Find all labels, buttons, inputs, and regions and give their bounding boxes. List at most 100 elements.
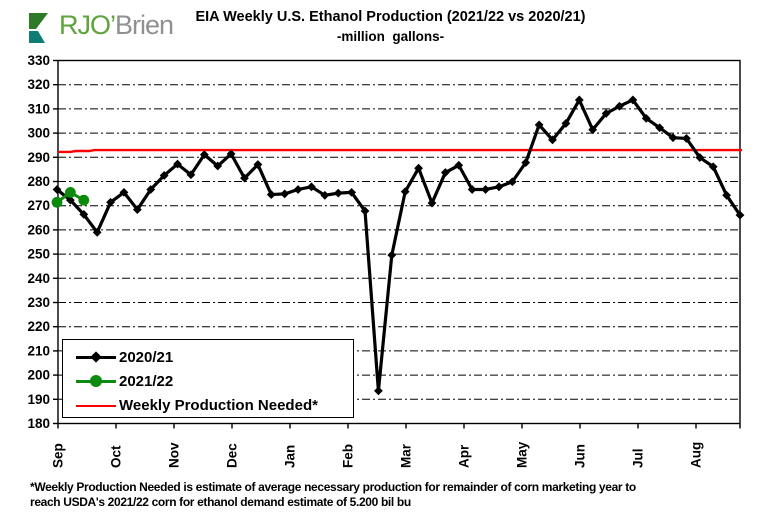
- x-axis-month-label: Apr: [457, 444, 472, 468]
- series-2020-21-point: [628, 95, 638, 105]
- y-axis-label: 200: [27, 368, 50, 383]
- y-axis-label: 250: [27, 247, 50, 262]
- x-axis-month-label: Sep: [51, 443, 66, 468]
- y-axis-label: 240: [27, 271, 50, 286]
- series-2020-21-point: [293, 185, 303, 194]
- y-axis-label: 300: [27, 126, 50, 141]
- series-2020-21-point: [173, 159, 182, 169]
- series-2020-21-point: [119, 187, 129, 197]
- chart-legend: 2020/21 2021/22 Weekly Production Needed…: [62, 339, 354, 418]
- y-axis-label: 280: [27, 174, 50, 189]
- x-axis-month-label: Oct: [109, 445, 124, 468]
- series-2020-21-point: [735, 210, 745, 220]
- series-2020-21-point: [186, 170, 196, 180]
- legend-marker-black-diamond-icon: [76, 350, 116, 364]
- series-2020-21-point: [641, 113, 651, 123]
- chart-title: EIA Weekly U.S. Ethanol Production (2021…: [195, 9, 586, 25]
- series-2020-21-point: [387, 250, 397, 260]
- series-2020-21-point: [682, 134, 691, 143]
- series-2020-21-point: [454, 160, 464, 170]
- series-2020-21-point: [588, 125, 598, 135]
- series-2020-21-point: [52, 185, 62, 194]
- y-axis-label: 180: [27, 416, 50, 431]
- y-axis-label: 330: [27, 53, 50, 68]
- series-2020-21-point: [601, 109, 611, 118]
- series-2020-21-point: [65, 195, 75, 205]
- series-2020-21-point: [467, 185, 477, 194]
- series-2020-21-point: [374, 386, 383, 396]
- y-axis-label: 190: [27, 392, 50, 407]
- series-2021-22-point: [51, 196, 63, 208]
- y-axis-label: 270: [27, 198, 50, 213]
- y-axis-label: 220: [27, 319, 50, 334]
- series-2020-21-line: [56, 98, 742, 393]
- series-2020-21-point: [615, 101, 624, 111]
- series-2020-21-point: [695, 153, 705, 162]
- series-2020-21-point: [213, 161, 223, 171]
- rjobrien-logo: RJO’Brien: [29, 10, 174, 44]
- y-axis-label: 320: [27, 77, 50, 92]
- series-2020-21-point: [440, 168, 450, 177]
- series-2020-21-point: [132, 205, 142, 214]
- y-axis-label: 260: [27, 222, 50, 237]
- x-axis-month-label: Feb: [341, 444, 356, 468]
- series-2020-21-point: [521, 158, 531, 168]
- series-2020-21-point: [668, 133, 678, 143]
- series-2020-21-point: [320, 190, 330, 200]
- series-2020-21-point: [481, 185, 490, 194]
- series-2020-21-point: [146, 185, 156, 194]
- legend-marker-green-circle-icon: [76, 374, 116, 388]
- series-2020-21-point: [548, 135, 557, 145]
- series-2020-21-point: [240, 173, 249, 183]
- x-axis-month-label: Aug: [689, 442, 704, 468]
- series-2020-21-point: [414, 163, 423, 173]
- series-2020-21-point: [360, 206, 370, 216]
- logo-text-brien: Brien: [115, 10, 174, 40]
- series-2020-21-point: [159, 171, 169, 180]
- x-axis-month-label: May: [515, 441, 530, 468]
- y-axis-label: 230: [27, 295, 50, 310]
- legend-row-2021-22: 2021/22: [76, 369, 353, 393]
- legend-row-needed: Weekly Production Needed*: [76, 393, 353, 417]
- series-2020-21-point: [494, 182, 504, 192]
- series-2020-21-point: [226, 149, 236, 159]
- legend-label-needed: Weekly Production Needed*: [119, 396, 318, 414]
- series-2020-21-point: [253, 160, 263, 169]
- x-axis-month-label: Jan: [283, 445, 298, 468]
- y-axis-label: 310: [27, 101, 50, 116]
- series-2020-21-point: [561, 119, 571, 128]
- series-2020-21-point: [106, 197, 115, 207]
- series-2020-21-point: [79, 210, 89, 219]
- rjobrien-logo-icon: [29, 13, 48, 43]
- legend-label-2020-21: 2020/21: [119, 348, 174, 366]
- series-2020-21-point: [333, 188, 343, 198]
- y-axis-label: 210: [27, 343, 50, 358]
- series-2020-21-point: [307, 182, 316, 192]
- series-2021-22-point: [78, 194, 90, 206]
- x-axis-month-label: Mar: [399, 443, 414, 468]
- x-axis-month-label: Jun: [573, 444, 588, 468]
- series-2020-21-point: [199, 150, 209, 160]
- title-block: EIA Weekly U.S. Ethanol Production (2021…: [0, 9, 763, 44]
- chart-footnote: *Weekly Production Needed is estimate of…: [30, 480, 746, 509]
- series-2020-21-point: [427, 198, 437, 208]
- y-axis-label: 290: [27, 150, 50, 165]
- series-2020-21-point: [507, 177, 517, 187]
- series-2020-21-point: [266, 190, 276, 199]
- footnote-line-2: reach USDA's 2021/22 corn for ethanol de…: [30, 494, 411, 509]
- needed-production-line: [58, 148, 742, 154]
- series-2020-21-point: [534, 120, 544, 130]
- x-axis-month-label: Dec: [225, 443, 240, 468]
- legend-label-2021-22: 2021/22: [119, 372, 174, 390]
- chart-subtitle: -million gallons-: [336, 29, 445, 44]
- series-2020-21-point: [92, 227, 102, 237]
- legend-row-2020-21: 2020/21: [76, 345, 353, 369]
- rjobrien-logo-text: RJO’Brien: [59, 10, 174, 41]
- series-2020-21-point: [280, 189, 290, 199]
- series-2020-21-point: [722, 190, 732, 200]
- footnote-line-1: *Weekly Production Needed is estimate of…: [30, 480, 636, 494]
- logo-text-rjo: RJO’: [59, 10, 116, 40]
- series-2020-21-point: [655, 123, 665, 133]
